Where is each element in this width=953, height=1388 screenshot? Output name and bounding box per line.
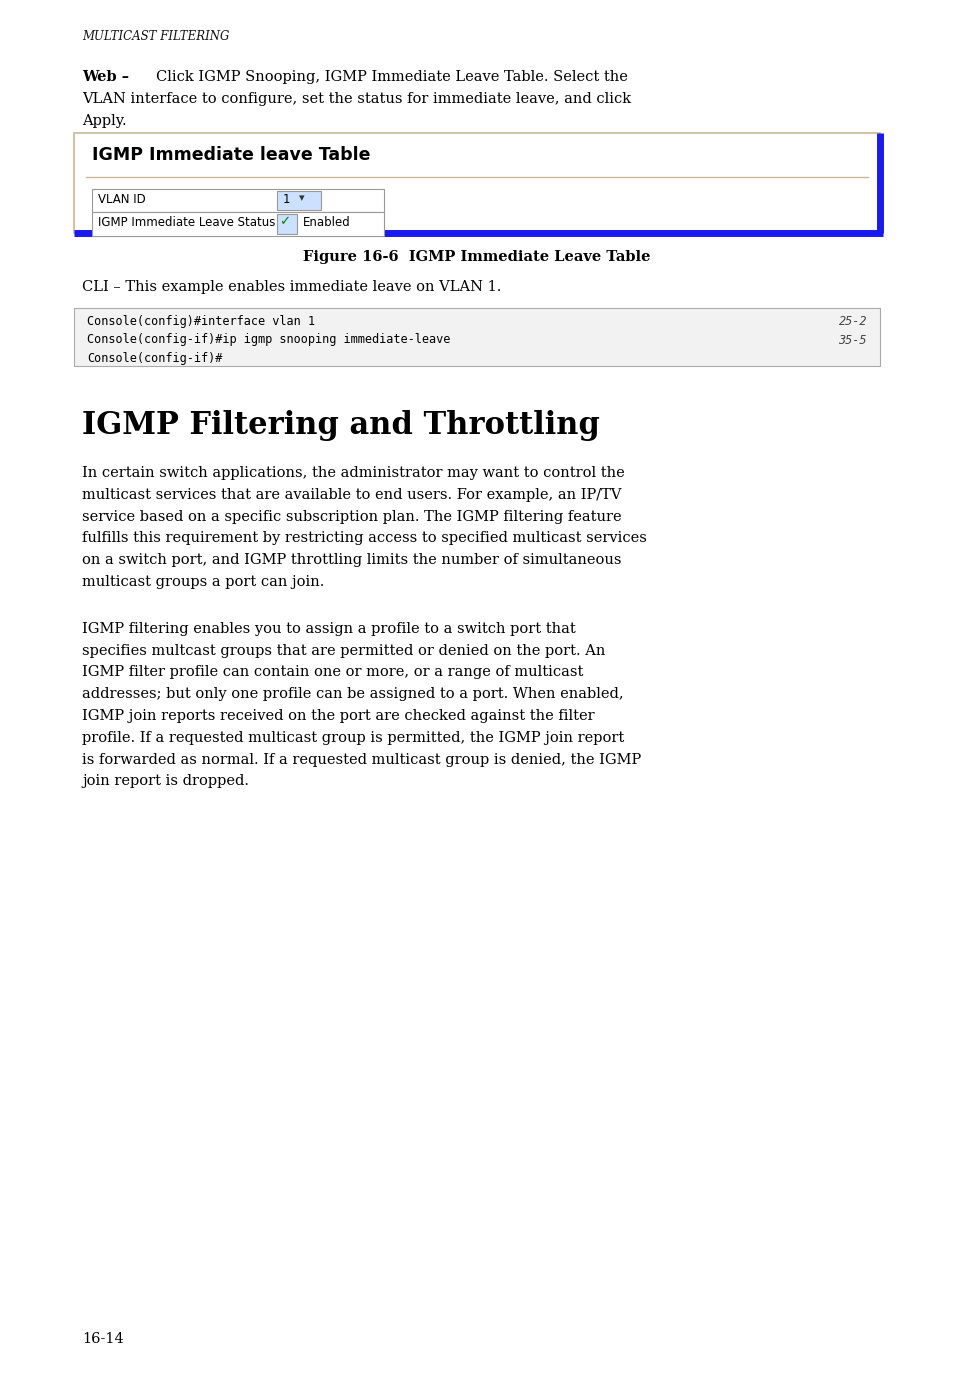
Text: is forwarded as normal. If a requested multicast group is denied, the IGMP: is forwarded as normal. If a requested m…: [82, 752, 640, 766]
Text: VLAN ID: VLAN ID: [98, 193, 146, 205]
Text: fulfills this requirement by restricting access to specified multicast services: fulfills this requirement by restricting…: [82, 532, 646, 545]
Text: Enabled: Enabled: [303, 217, 351, 229]
Text: IGMP join reports received on the port are checked against the filter: IGMP join reports received on the port a…: [82, 709, 594, 723]
Bar: [276, 192, 320, 211]
Text: profile. If a requested multicast group is permitted, the IGMP join report: profile. If a requested multicast group …: [82, 731, 623, 745]
Bar: [276, 215, 296, 235]
Text: Console(config-if)#: Console(config-if)#: [87, 353, 222, 365]
Text: on a switch port, and IGMP throttling limits the number of simultaneous: on a switch port, and IGMP throttling li…: [82, 554, 620, 568]
Text: IGMP filtering enables you to assign a profile to a switch port that: IGMP filtering enables you to assign a p…: [82, 622, 576, 636]
Bar: [74, 133, 879, 233]
Text: ▾: ▾: [298, 193, 304, 203]
Text: addresses; but only one profile can be assigned to a port. When enabled,: addresses; but only one profile can be a…: [82, 687, 623, 701]
Text: Console(config)#interface vlan 1: Console(config)#interface vlan 1: [87, 315, 314, 328]
Text: IGMP Filtering and Throttling: IGMP Filtering and Throttling: [82, 409, 599, 441]
Text: 25-2: 25-2: [838, 315, 866, 328]
Bar: [91, 189, 384, 212]
Text: ✓: ✓: [278, 215, 290, 229]
Text: 35-5: 35-5: [838, 333, 866, 347]
Text: 1: 1: [283, 193, 291, 205]
Bar: [74, 308, 879, 366]
Text: MULTICAST FILTERING: MULTICAST FILTERING: [82, 31, 229, 43]
Text: VLAN interface to configure, set the status for immediate leave, and click: VLAN interface to configure, set the sta…: [82, 92, 631, 105]
Text: IGMP Immediate Leave Status: IGMP Immediate Leave Status: [98, 217, 275, 229]
Text: Click IGMP Snooping, IGMP Immediate Leave Table. Select the: Click IGMP Snooping, IGMP Immediate Leav…: [155, 69, 627, 85]
Text: CLI – This example enables immediate leave on VLAN 1.: CLI – This example enables immediate lea…: [82, 280, 501, 294]
Text: Web –: Web –: [82, 69, 129, 85]
Text: specifies multcast groups that are permitted or denied on the port. An: specifies multcast groups that are permi…: [82, 644, 605, 658]
Text: Figure 16-6  IGMP Immediate Leave Table: Figure 16-6 IGMP Immediate Leave Table: [303, 250, 650, 264]
Text: In certain switch applications, the administrator may want to control the: In certain switch applications, the admi…: [82, 466, 624, 480]
Text: IGMP filter profile can contain one or more, or a range of multicast: IGMP filter profile can contain one or m…: [82, 665, 583, 679]
Text: Apply.: Apply.: [82, 114, 127, 128]
Text: IGMP Immediate leave Table: IGMP Immediate leave Table: [91, 146, 370, 164]
Text: join report is dropped.: join report is dropped.: [82, 775, 249, 788]
Text: 16-14: 16-14: [82, 1332, 124, 1346]
Text: multicast groups a port can join.: multicast groups a port can join.: [82, 575, 324, 589]
Text: Console(config-if)#ip igmp snooping immediate-leave: Console(config-if)#ip igmp snooping imme…: [87, 333, 450, 347]
Text: service based on a specific subscription plan. The IGMP filtering feature: service based on a specific subscription…: [82, 509, 621, 523]
Text: multicast services that are available to end users. For example, an IP/TV: multicast services that are available to…: [82, 487, 620, 502]
Bar: [91, 212, 384, 236]
